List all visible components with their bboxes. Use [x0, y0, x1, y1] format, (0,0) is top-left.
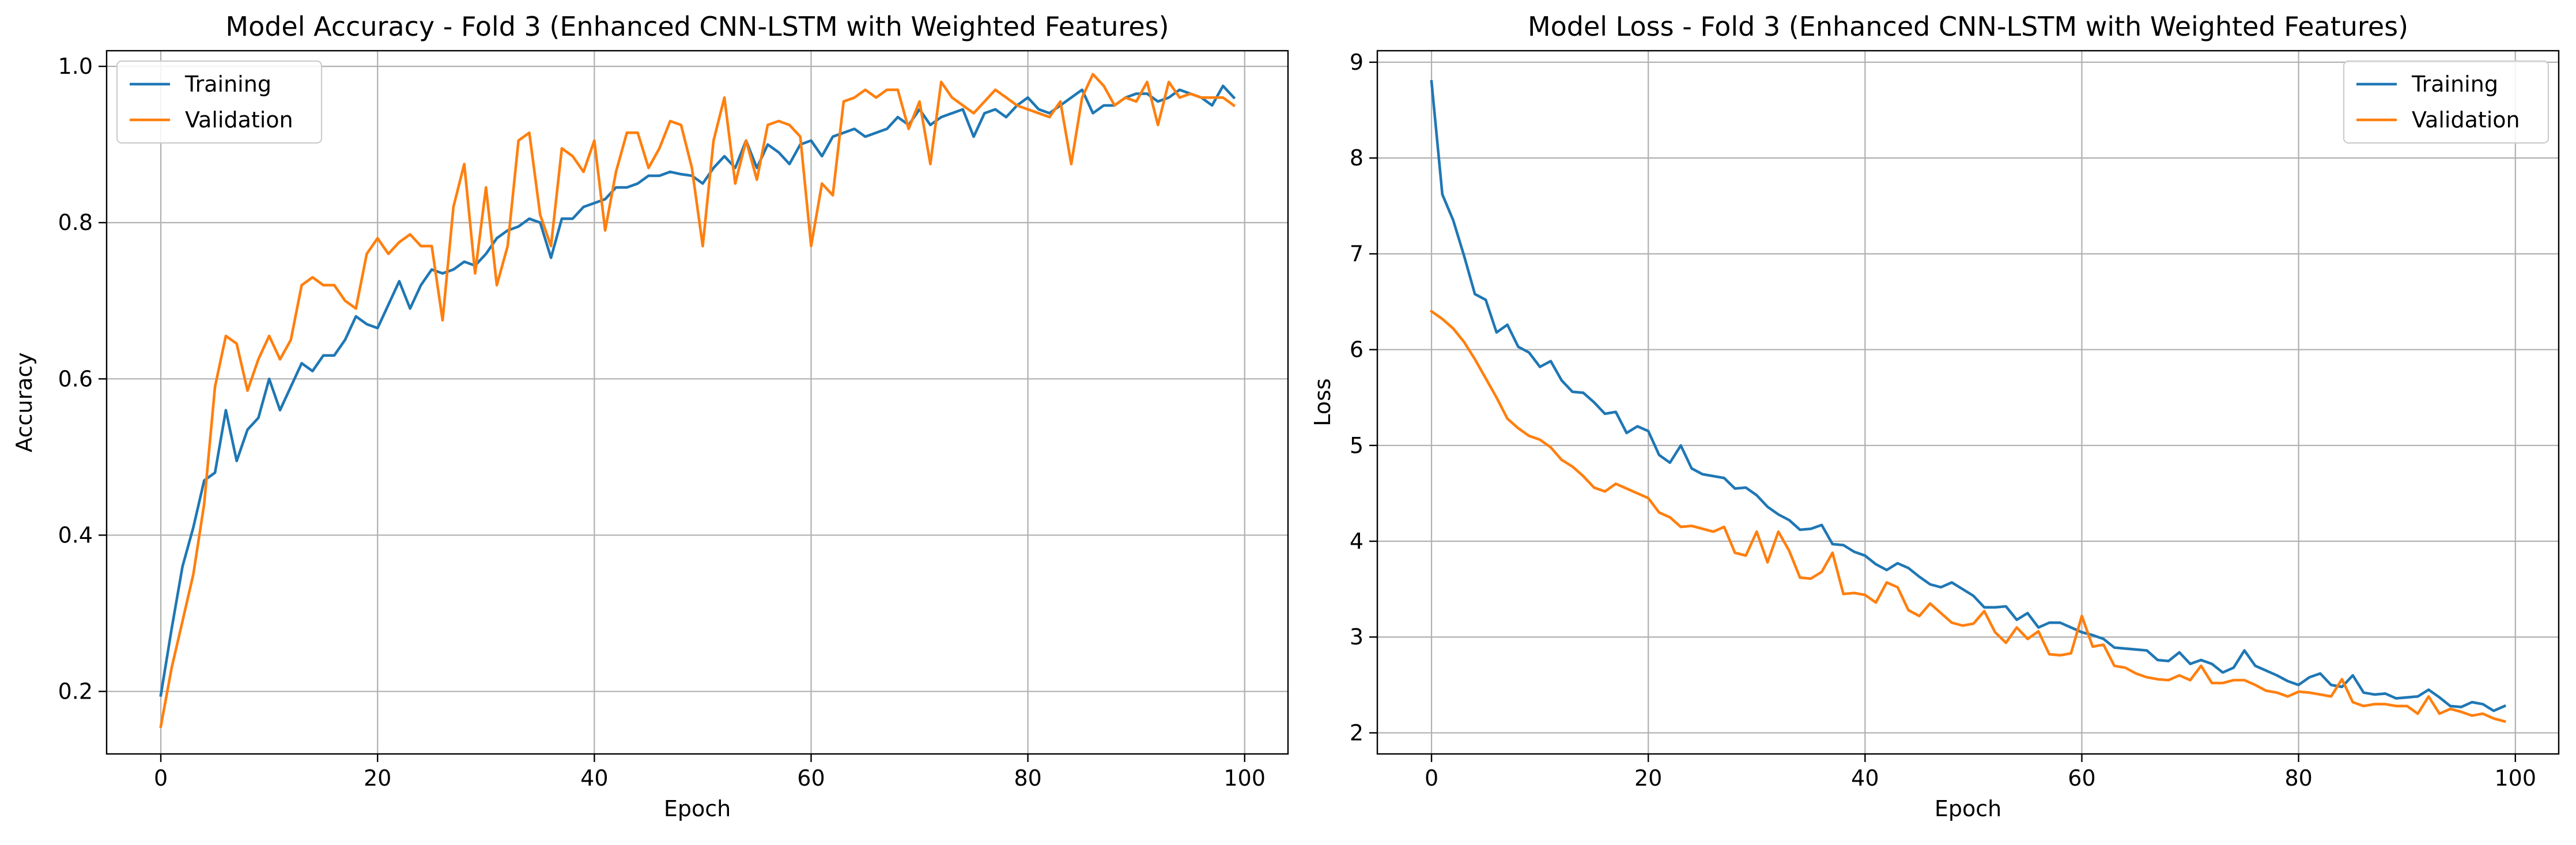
accuracy-y-tick-label: 1.0 — [58, 54, 93, 79]
loss-ticks: 0 20 40 60 80 100 2 3 4 5 6 7 8 9 — [1350, 50, 2536, 791]
loss-y-tick-label: 4 — [1350, 529, 1363, 554]
accuracy-y-tick-label: 0.6 — [58, 366, 93, 391]
accuracy-series-validation-line — [159, 73, 1236, 729]
loss-y-tick-label: 6 — [1350, 337, 1363, 363]
accuracy-x-tick-label: 0 — [154, 765, 168, 791]
loss-legend-frame — [2343, 60, 2549, 144]
loss-legend: Training Validation — [2343, 60, 2549, 144]
loss-x-tick-label: 20 — [1634, 765, 1662, 791]
loss-grid — [1377, 51, 2559, 754]
accuracy-legend: Training Validation — [116, 60, 323, 144]
accuracy-chart-title: Model Accuracy - Fold 3 (Enhanced CNN-LS… — [225, 11, 1169, 42]
accuracy-legend-frame — [116, 60, 323, 144]
accuracy-y-tick-label: 0.4 — [58, 522, 93, 548]
loss-y-tick-label: 2 — [1350, 720, 1363, 745]
loss-legend-validation-label: Validation — [2412, 107, 2520, 133]
accuracy-x-tick-label: 100 — [1224, 765, 1266, 791]
accuracy-x-tick-label: 80 — [1014, 765, 1041, 791]
accuracy-x-axis-label: Epoch — [664, 796, 731, 821]
accuracy-series-training-line — [159, 84, 1236, 697]
accuracy-y-tick-label: 0.2 — [58, 679, 93, 704]
loss-y-tick-label: 7 — [1350, 241, 1363, 266]
accuracy-ticks: 0 20 40 60 80 100 0.2 0.4 0.6 0.8 1.0 — [58, 54, 1266, 791]
accuracy-chart: 0 20 40 60 80 100 0.2 0.4 0.6 0.8 1.0 Model Accura… — [12, 11, 1289, 821]
loss-x-tick-label: 80 — [2284, 765, 2312, 791]
loss-x-axis-label: Epoch — [1935, 796, 2001, 821]
loss-y-axis-label: Loss — [1310, 378, 1335, 426]
loss-y-tick-label: 9 — [1350, 50, 1363, 75]
accuracy-x-tick-label: 40 — [580, 765, 608, 791]
loss-x-tick-label: 0 — [1425, 765, 1438, 791]
accuracy-series-group — [159, 73, 1236, 729]
loss-x-tick-label: 100 — [2495, 765, 2537, 791]
accuracy-axes-frame — [105, 50, 1289, 755]
loss-series-training-line — [1430, 80, 2507, 712]
accuracy-y-tick-label: 0.8 — [58, 210, 93, 235]
loss-x-tick-label: 60 — [2068, 765, 2095, 791]
loss-y-tick-label: 3 — [1350, 624, 1363, 650]
loss-series-validation-line — [1429, 309, 2506, 723]
loss-legend-training-label: Training — [2411, 71, 2498, 97]
loss-axes-frame — [1376, 50, 2560, 755]
loss-y-tick-label: 8 — [1350, 145, 1363, 171]
loss-chart: 0 20 40 60 80 100 2 3 4 5 6 7 8 9 Model Loss - Fold 3… — [1310, 11, 2560, 821]
loss-series-group — [1429, 80, 2507, 723]
loss-y-tick-label: 5 — [1350, 433, 1363, 458]
accuracy-legend-training-label: Training — [184, 71, 271, 97]
accuracy-x-tick-label: 60 — [797, 765, 825, 791]
accuracy-y-axis-label: Accuracy — [12, 352, 37, 452]
accuracy-legend-validation-label: Validation — [185, 107, 293, 133]
loss-chart-title: Model Loss - Fold 3 (Enhanced CNN-LSTM w… — [1528, 11, 2408, 42]
loss-x-tick-label: 40 — [1851, 765, 1879, 791]
accuracy-x-tick-label: 20 — [364, 765, 391, 791]
